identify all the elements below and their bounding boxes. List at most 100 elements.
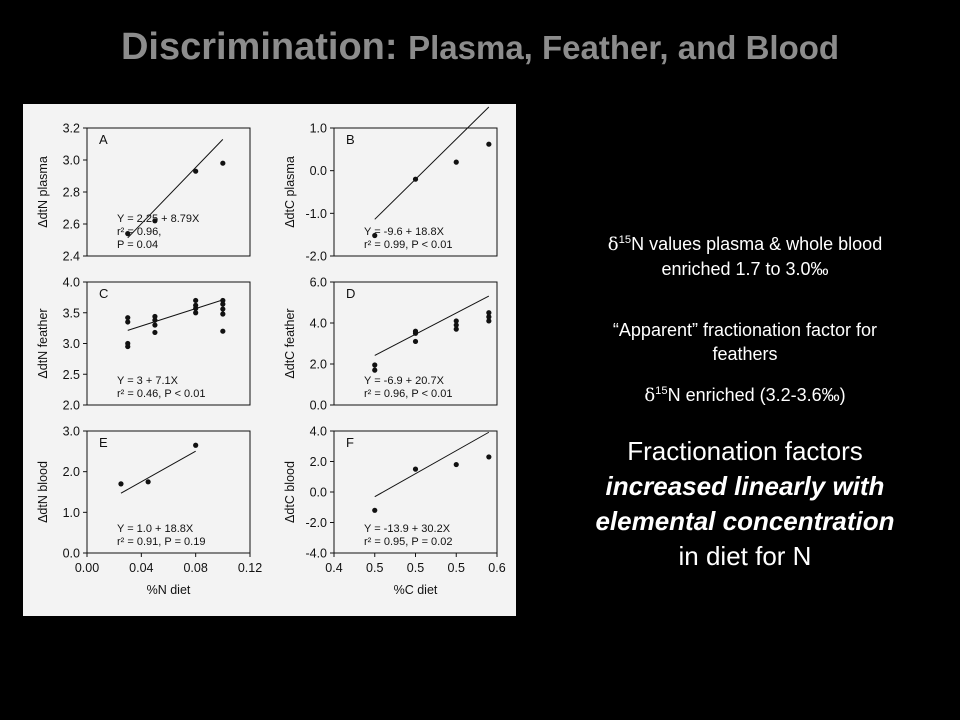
- panel-e-xtick-label: 0.12: [238, 561, 262, 575]
- note1-line1: N values plasma & whole blood: [631, 234, 883, 254]
- panel-d-ytick-label: 0.0: [310, 399, 327, 413]
- panel-b-regression-line: [374, 106, 490, 220]
- panel-c-data-point: [220, 297, 226, 304]
- panel-c-data-point: [152, 313, 158, 320]
- panel-c-data-point: [125, 319, 131, 325]
- panel-c-ytick-label: 3.0: [63, 337, 80, 351]
- conclusion-line3: elemental concentration: [595, 506, 895, 536]
- panel-d-data-point: [453, 322, 459, 328]
- panel-f-xtick-label: 0.4: [325, 561, 342, 575]
- delta-symbol: δ: [644, 385, 656, 406]
- panel-f-regression-line: [374, 431, 490, 498]
- panel-f-xtick-label: 0.5: [366, 561, 383, 575]
- panel-e-annotation-line: r² = 0.91, P = 0.19: [117, 536, 205, 548]
- panel-c-data-point: [220, 306, 226, 312]
- panel-f-ytick-label: -2.0: [305, 516, 327, 530]
- panel-d-ytick-label: 2.0: [310, 358, 327, 372]
- panel-d-data-point: [486, 314, 492, 320]
- panel-d-annotation-line: Y = -6.9 + 20.7X: [364, 375, 445, 387]
- panel-f-ytick-label: 2.0: [310, 455, 327, 469]
- panel-c-data-point: [125, 315, 131, 321]
- panel-c-ytick-label: 4.0: [63, 276, 80, 290]
- panel-a-data-point: [125, 231, 131, 237]
- panel-d-regression-line: [374, 295, 490, 356]
- panel-c-annotation-line: r² = 0.46, P < 0.01: [117, 388, 205, 400]
- panel-e-letter: E: [99, 435, 108, 450]
- panel-f-ytick-label: -4.0: [305, 547, 327, 561]
- panel-a-regression-line: [127, 139, 224, 239]
- title-rest: Plasma, Feather, and Blood: [408, 29, 840, 66]
- panel-e-y-axis-label: ΔdtN blood: [36, 461, 50, 523]
- panel-f-annotation-line: Y = -13.9 + 30.2X: [364, 523, 451, 535]
- panel-b-annotation-line: r² = 0.99, P < 0.01: [364, 239, 452, 251]
- panel-a-frame: [86, 127, 251, 257]
- panel-e-data-point: [118, 481, 124, 487]
- note-apparent-fractionation: “Apparent” fractionation factor for feat…: [530, 318, 960, 366]
- panel-d-data-point: [412, 328, 419, 334]
- panel-f-y-axis-label: ΔdtC blood: [283, 461, 297, 523]
- delta-symbol: δ: [607, 234, 619, 255]
- panel-a-ytick-label: 3.0: [63, 154, 80, 168]
- panel-d-data-point: [372, 367, 378, 373]
- conclusion-line4: in diet for N: [678, 541, 812, 571]
- panel-e-ytick-label: 2.0: [63, 465, 80, 479]
- panel-a-ytick-label: 2.4: [63, 250, 80, 264]
- panel-f-data-point: [486, 454, 492, 460]
- panel-b-data-point: [453, 159, 459, 165]
- panel-c-annotation-line: Y = 3 + 7.1X: [117, 375, 179, 387]
- panel-c-data-point: [152, 317, 158, 323]
- panel-d-data-point: [453, 318, 459, 324]
- panel-d-frame: [333, 281, 498, 406]
- panel-f-data-point: [412, 466, 419, 472]
- slide-title: Discrimination: Plasma, Feather, and Blo…: [0, 26, 960, 69]
- panel-d-data-point: [453, 326, 459, 332]
- panel-b-data-point: [372, 232, 378, 239]
- panel-e-ytick-label: 1.0: [63, 506, 80, 520]
- panel-c-data-point: [152, 322, 158, 328]
- panel-a-data-point: [152, 218, 158, 224]
- panel-c-data-point: [193, 310, 199, 316]
- panel-b-data-point: [412, 176, 419, 182]
- six-panel-scatter-figure: A 2.4 2.6 2.8 3.0 3.2 ΔdtN plasma Y = 2.25 + 8.…: [36, 106, 506, 597]
- panel-d-y-axis-label: ΔdtC feather: [283, 308, 297, 378]
- panel-a-annotation-line: r² = 0.96,: [117, 226, 161, 238]
- panel-b-ytick-label: 1.0: [310, 122, 327, 136]
- conclusion-line2: increased linearly with: [605, 471, 885, 501]
- panel-f-data-point: [372, 507, 378, 513]
- panel-a-ytick-label: 2.8: [63, 186, 80, 200]
- note-delta-n-plasma-blood: δ15N values plasma & whole blood enriche…: [530, 228, 960, 281]
- conclusion-line1: Fractionation factors: [627, 436, 863, 466]
- note2-line1: “Apparent” fractionation factor for: [612, 320, 878, 340]
- panel-c-data-point: [152, 329, 158, 336]
- panel-b-ytick-label: -2.0: [305, 250, 327, 264]
- panel-f-xtick-label: 0.5: [407, 561, 424, 575]
- panel-d-ytick-label: 4.0: [310, 317, 327, 331]
- panel-a-data-point: [193, 168, 199, 174]
- panel-a-data-point: [220, 160, 226, 166]
- note2-line2: feathers: [712, 344, 778, 364]
- panel-c-data-point: [220, 328, 226, 334]
- panel-f-x-axis-label: %C diet: [394, 583, 438, 597]
- panel-b-data-point: [486, 141, 492, 147]
- note-delta-n-enriched: δ15N enriched (3.2-3.6‰): [530, 379, 960, 408]
- panel-e-frame: [86, 430, 251, 554]
- panel-e-xtick-label: 0.00: [75, 561, 99, 575]
- panel-b-letter: B: [346, 132, 355, 147]
- panel-c-ytick-label: 2.0: [63, 399, 80, 413]
- panel-e-regression-line: [120, 450, 196, 494]
- panel-c-data-point: [220, 311, 226, 317]
- panel-b-y-axis-label: ΔdtC plasma: [283, 156, 297, 228]
- panel-f-ytick-label: 0.0: [310, 486, 327, 500]
- title-main: Discrimination:: [120, 26, 409, 68]
- panel-d-data-point: [412, 338, 419, 345]
- panel-a-y-axis-label: ΔdtN plasma: [36, 156, 50, 228]
- panel-a-letter: A: [99, 132, 108, 147]
- panel-e-annotation-line: Y = 1.0 + 18.8X: [117, 523, 194, 535]
- panel-b-ytick-label: 0.0: [310, 164, 327, 178]
- panel-b-ytick-label: -1.0: [305, 207, 327, 221]
- panel-e-data-point: [193, 442, 199, 448]
- panel-e-ytick-label: 0.0: [63, 547, 80, 561]
- panel-c-regression-line: [127, 299, 223, 331]
- panel-e-xtick-label: 0.04: [129, 561, 153, 575]
- panel-f-data-point: [453, 461, 459, 468]
